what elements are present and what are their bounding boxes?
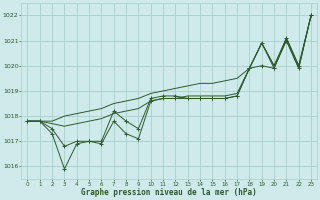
X-axis label: Graphe pression niveau de la mer (hPa): Graphe pression niveau de la mer (hPa) xyxy=(81,188,257,197)
